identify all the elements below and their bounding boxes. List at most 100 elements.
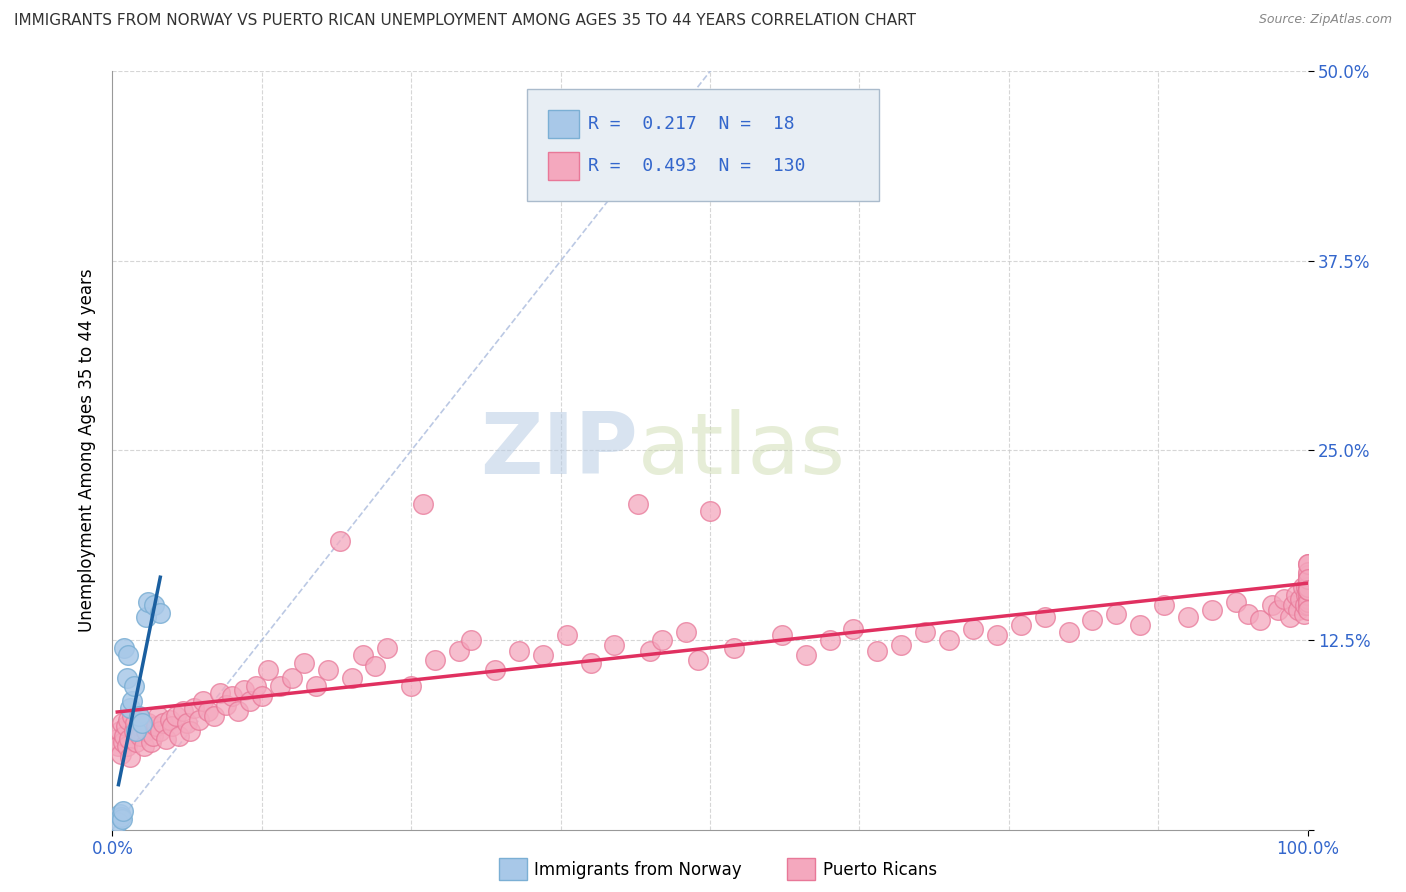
Point [508,643,530,657]
Point [114,719,136,733]
Point [1296,573,1319,587]
Point [111,812,134,826]
Point [117,714,139,728]
Point [1296,603,1319,617]
Text: Immigrants from Norway: Immigrants from Norway [534,861,742,879]
Point [107,815,129,830]
Point [401,678,423,692]
Point [1278,610,1301,624]
Point [723,640,745,655]
Text: Source: ZipAtlas.com: Source: ZipAtlas.com [1258,13,1392,27]
Point [132,739,155,753]
Point [143,598,166,612]
Point [221,689,243,703]
Point [202,708,225,723]
Point [603,638,626,652]
Point [1296,577,1319,591]
Point [183,701,205,715]
Point [1081,613,1104,627]
Point [1295,588,1317,602]
Point [377,640,399,655]
Point [1057,625,1080,640]
Point [169,729,191,743]
Point [1285,588,1308,602]
Point [531,648,554,662]
Point [138,716,160,731]
Point [1295,580,1317,594]
Point [112,734,135,748]
Point [1296,582,1319,597]
Point [1296,565,1319,579]
Point [120,749,142,764]
Point [1294,598,1316,612]
Point [172,704,194,718]
Point [890,638,912,652]
Point [447,643,470,657]
Point [316,664,339,678]
Point [747,173,769,187]
Point [138,595,160,609]
Text: R =  0.493  N =  130: R = 0.493 N = 130 [588,157,806,175]
Point [226,704,249,718]
Point [555,628,578,642]
Point [120,701,142,715]
Point [176,716,198,731]
Point [139,734,162,748]
Point [986,628,1008,642]
Point [412,496,434,510]
Point [1201,603,1223,617]
Point [187,714,209,728]
Point [135,610,157,624]
Point [121,694,143,708]
Point [1129,617,1152,632]
Point [197,704,219,718]
Point [118,731,141,746]
Point [579,656,602,670]
Point [484,664,506,678]
Point [112,805,135,819]
Point [1249,613,1271,627]
Point [149,606,172,620]
Point [914,625,936,640]
Point [1010,617,1032,632]
Point [149,724,172,739]
Point [179,724,201,739]
Point [215,698,238,713]
Point [1296,573,1319,587]
Point [842,623,865,637]
Point [145,719,167,733]
Point [962,623,984,637]
Point [193,694,215,708]
Point [675,625,697,640]
Text: R =  0.217  N =  18: R = 0.217 N = 18 [588,115,794,133]
Text: IMMIGRANTS FROM NORWAY VS PUERTO RICAN UNEMPLOYMENT AMONG AGES 35 TO 44 YEARS CO: IMMIGRANTS FROM NORWAY VS PUERTO RICAN U… [14,13,917,29]
Point [627,496,650,510]
Point [245,678,267,692]
Point [250,689,273,703]
Point [233,683,256,698]
Point [209,686,232,700]
Point [110,747,132,761]
Point [115,739,138,753]
Point [818,633,841,648]
Text: ZIP: ZIP [481,409,638,492]
Point [364,658,387,673]
Point [352,648,374,662]
Point [257,664,280,678]
Point [239,694,262,708]
Point [794,648,817,662]
Point [688,653,710,667]
Point [162,719,183,733]
Point [460,633,482,648]
Point [1033,610,1056,624]
Point [269,678,291,692]
Point [425,653,447,667]
Point [131,714,153,728]
Point [329,534,352,549]
Point [159,714,181,728]
Point [131,716,153,731]
Point [122,678,145,692]
Point [1296,588,1319,602]
Point [155,731,177,746]
Point [125,734,148,748]
